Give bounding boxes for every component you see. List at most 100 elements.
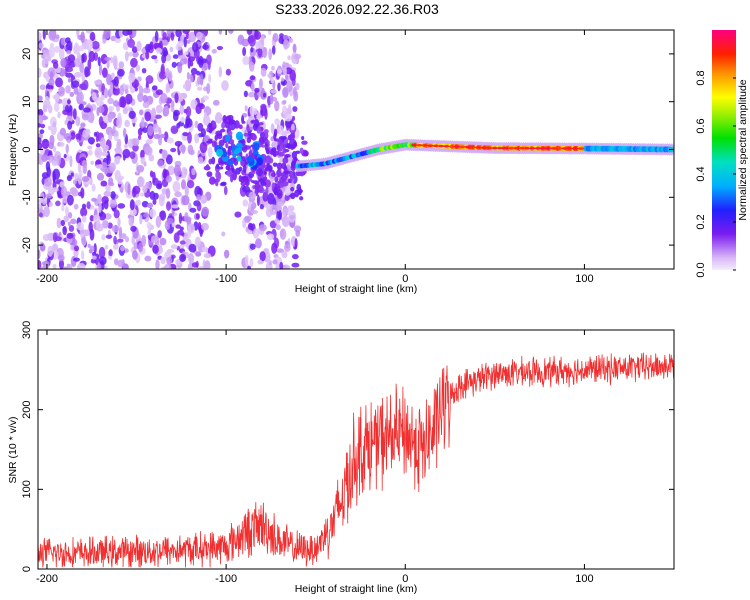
spectrogram-cell	[102, 144, 110, 152]
spectrogram-cell	[166, 257, 173, 265]
spectrogram-cell	[274, 118, 280, 125]
spectrogram-cell	[50, 116, 57, 129]
spectrogram-cell	[100, 53, 108, 65]
spectrogram-cell	[95, 223, 104, 232]
spectrogram-cell	[245, 179, 250, 187]
spectrogram-cell	[170, 106, 175, 113]
spectrogram-cell	[142, 185, 148, 194]
spectrogram-cell	[421, 144, 428, 147]
spectrogram-cell	[272, 259, 278, 265]
spectrogram-cell	[97, 193, 102, 203]
spectrogram-cell	[432, 144, 439, 148]
spectrogram-cell	[138, 85, 144, 97]
spectrogram-cell	[188, 253, 195, 265]
spectrogram-cell	[127, 183, 131, 196]
spectrogram-cell	[81, 176, 90, 183]
spectrogram-cell	[140, 149, 145, 160]
spectrogram-cell	[266, 233, 275, 241]
spectrogram-cell	[284, 74, 289, 81]
spectrogram-cell	[166, 201, 171, 211]
spectrogram-cell	[179, 240, 186, 245]
spectrogram-cell	[196, 70, 201, 76]
spectrogram-cell	[106, 73, 112, 86]
spectrogram-cell	[293, 141, 298, 147]
spectrogram-cell	[89, 31, 96, 42]
spectrogram-cell	[40, 123, 46, 129]
spectrogram-cell	[172, 112, 179, 122]
spectrogram-cell	[244, 105, 248, 112]
spectrogram-cell	[96, 172, 105, 181]
spectrogram-cell	[282, 135, 287, 140]
spectrogram-cell	[174, 92, 179, 104]
spectrogram-cell	[263, 176, 268, 181]
spectrogram-cell	[80, 187, 85, 199]
spectrogram-cell	[101, 151, 109, 157]
snr-x-tick-label: 0	[402, 573, 408, 585]
spectrogram-cell	[119, 96, 127, 107]
colorbar-tick-label: 0.4	[695, 166, 707, 181]
spectrogram-cell	[276, 192, 283, 197]
spectrogram-cell	[145, 75, 154, 84]
spectrogram-cell	[160, 65, 165, 77]
spectrogram-cell	[211, 48, 217, 54]
spectrogram-cell	[128, 72, 136, 83]
spectrogram-cell	[107, 181, 115, 187]
spectrogram-cell	[287, 104, 292, 113]
spectrogram-cell	[170, 32, 175, 41]
spectrogram-cell	[141, 234, 147, 247]
spectrogram-cell	[225, 142, 229, 149]
spectrogram-cell	[251, 202, 257, 210]
spectrogram-cell	[115, 155, 121, 161]
spectrogram-cell	[124, 119, 130, 128]
spectrogram-cell	[221, 231, 226, 237]
spectrogram-cell	[184, 231, 188, 243]
spectrogram-cell	[38, 114, 44, 125]
spectrogram-cell	[38, 203, 42, 209]
spectrogram-cell	[59, 127, 67, 136]
spectrogram-cell	[206, 171, 213, 178]
spectrogram-cell	[103, 87, 109, 99]
spectrogram-cell	[200, 58, 208, 64]
spectrogram-cell	[75, 133, 81, 140]
spectrogram-cell	[141, 67, 147, 74]
spectrogram-cell	[280, 229, 284, 238]
spectrogram-cell	[122, 127, 127, 138]
spectrogram-cell	[141, 200, 149, 208]
spectrogram-cell	[277, 201, 285, 207]
spectrogram-cell	[49, 71, 54, 81]
spectrogram-cell	[247, 91, 256, 98]
spectrogram-cell	[121, 233, 127, 240]
spectrogram-cell	[152, 198, 157, 205]
spectrogram-cell	[132, 185, 141, 195]
spectrogram-cell	[98, 105, 105, 114]
spectrogram-cell	[250, 179, 255, 184]
spectrogram-cell	[130, 225, 137, 232]
spectrogram-cell	[222, 150, 228, 158]
spectrogram-cell	[223, 185, 228, 196]
spectrogram-cell	[66, 40, 73, 53]
spectrogram-cell	[142, 87, 151, 94]
spectrogram-cell	[200, 194, 208, 204]
spectrogram-cell	[214, 178, 219, 187]
spectrogram-cell	[73, 203, 79, 210]
spectrogram-cell	[147, 228, 152, 236]
spectrogram-cell	[220, 128, 226, 133]
spectrogram-cell	[139, 192, 145, 197]
spectrogram-cell	[85, 39, 93, 51]
spectrogram-cell	[545, 147, 552, 150]
spectrogram-cell	[270, 204, 279, 209]
spectrogram-cell	[65, 115, 74, 123]
spectrogram-cell	[75, 116, 81, 127]
spectrogram-cell	[103, 190, 112, 197]
spectrogram-cell	[192, 42, 199, 53]
spectrogram-cell	[40, 242, 45, 251]
spectrogram-cell	[218, 161, 226, 165]
spectrogram-cell	[66, 175, 72, 182]
spectrogram-cell	[53, 102, 60, 113]
spectrogram-cell	[42, 233, 51, 241]
spectrogram-y-tick-label: -10	[21, 189, 33, 205]
spectrogram-cell	[195, 251, 202, 257]
spectrogram-cell	[137, 134, 142, 140]
spectrogram-cell	[180, 255, 185, 260]
